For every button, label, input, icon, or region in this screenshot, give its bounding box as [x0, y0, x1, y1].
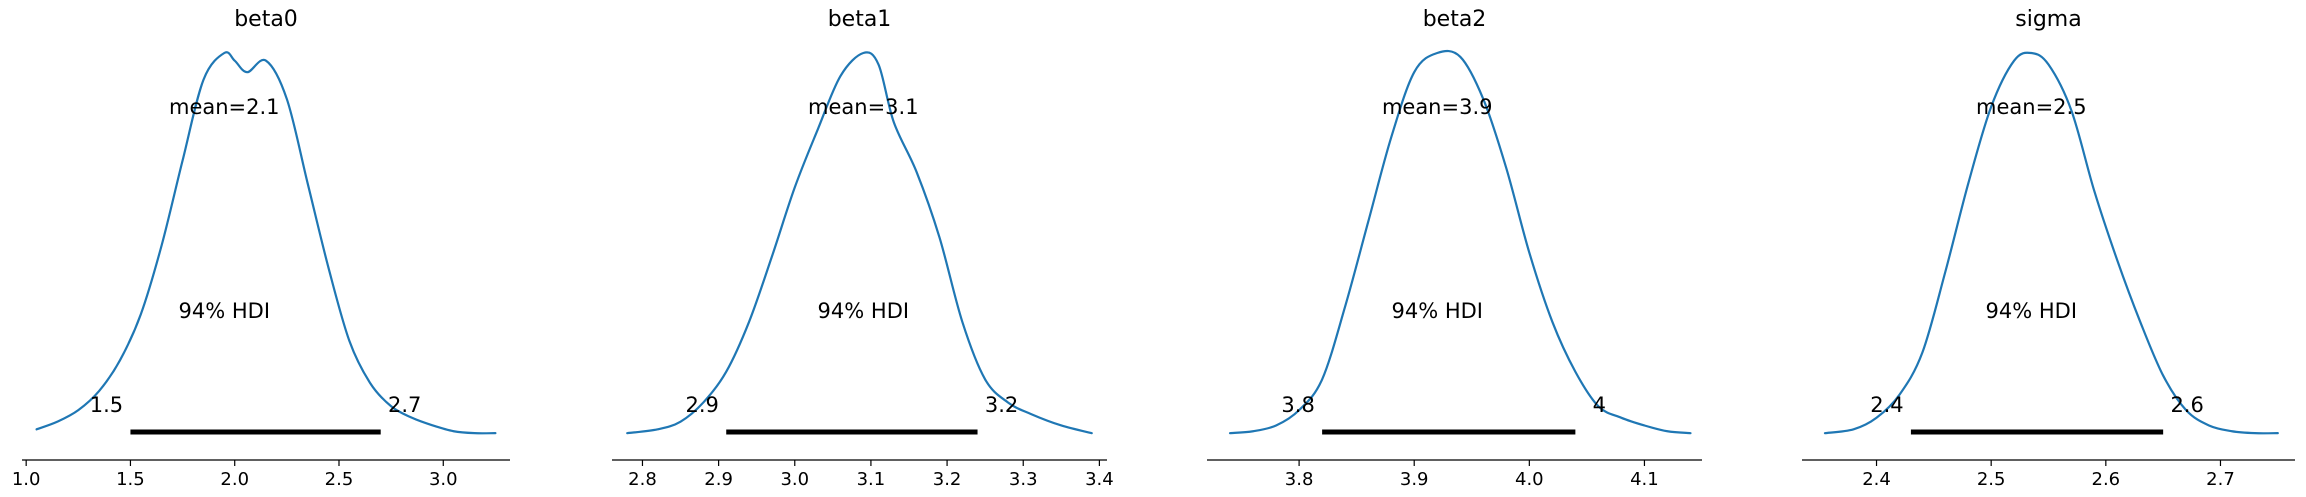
panel-title: beta1 — [828, 7, 892, 32]
x-tick-label: 1.0 — [12, 469, 41, 490]
x-tick-label: 1.5 — [116, 469, 145, 490]
hdi-text: 94% HDI — [1986, 299, 2078, 323]
x-tick-label: 2.4 — [1862, 469, 1891, 490]
x-tick-label: 3.0 — [780, 469, 809, 490]
x-tick-label: 4.1 — [1630, 469, 1659, 490]
posterior-panel-sigma: sigma mean=2.5 94% HDI 2.4 2.6 2.4 2.5 2.6 2.7 — [1802, 7, 2295, 490]
panel-title: beta0 — [234, 7, 298, 32]
x-tick-label: 2.8 — [628, 469, 657, 490]
hdi-lower-label: 2.4 — [1870, 393, 1903, 417]
x-tick-label: 2.5 — [1977, 469, 2006, 490]
hdi-lower-label: 2.9 — [686, 393, 719, 417]
mean-label: mean=2.5 — [1976, 95, 2087, 119]
mean-label: mean=3.9 — [1382, 95, 1493, 119]
panel-title: beta2 — [1423, 7, 1487, 32]
x-tick-label: 3.4 — [1085, 469, 1114, 490]
x-tick-label: 3.9 — [1400, 469, 1429, 490]
density-line — [626, 51, 1093, 435]
x-tick-label: 3.0 — [429, 469, 458, 490]
panel-title: sigma — [2015, 7, 2081, 32]
x-tick-label: 2.7 — [2206, 469, 2235, 490]
hdi-upper-label: 2.7 — [388, 393, 421, 417]
x-tick-label: 2.5 — [325, 469, 354, 490]
mean-label: mean=2.1 — [169, 95, 280, 119]
posterior-panel-beta0: beta0 mean=2.1 94% HDI 1.5 2.7 1.0 1.5 2.0 2.5 3.… — [12, 7, 510, 490]
x-tick-label: 2.6 — [2092, 469, 2121, 490]
x-tick-label: 3.3 — [1009, 469, 1038, 490]
x-tick-label: 2.9 — [704, 469, 733, 490]
mean-label: mean=3.1 — [808, 95, 919, 119]
density-line — [1823, 51, 2279, 435]
hdi-text: 94% HDI — [818, 299, 910, 323]
x-tick-label: 4.0 — [1515, 469, 1544, 490]
posterior-panel-beta1: beta1 mean=3.1 94% HDI 2.9 3.2 2.8 2.9 3.0 3.1 3.… — [612, 7, 1114, 490]
hdi-upper-label: 2.6 — [2170, 393, 2203, 417]
x-tick-label: 2.0 — [220, 469, 249, 490]
density-line — [35, 51, 497, 435]
x-tick-label: 3.8 — [1285, 469, 1314, 490]
hdi-lower-label: 3.8 — [1281, 393, 1314, 417]
x-tick-label: 3.1 — [857, 469, 886, 490]
density-line — [1228, 49, 1692, 435]
x-tick-label: 3.2 — [933, 469, 962, 490]
hdi-text: 94% HDI — [1391, 299, 1483, 323]
hdi-lower-label: 1.5 — [90, 393, 123, 417]
hdi-upper-label: 3.2 — [985, 393, 1018, 417]
posterior-panel-beta2: beta2 mean=3.9 94% HDI 3.8 4 3.8 3.9 4.0 4.1 — [1207, 7, 1702, 490]
hdi-text: 94% HDI — [179, 299, 271, 323]
hdi-upper-label: 4 — [1593, 393, 1606, 417]
